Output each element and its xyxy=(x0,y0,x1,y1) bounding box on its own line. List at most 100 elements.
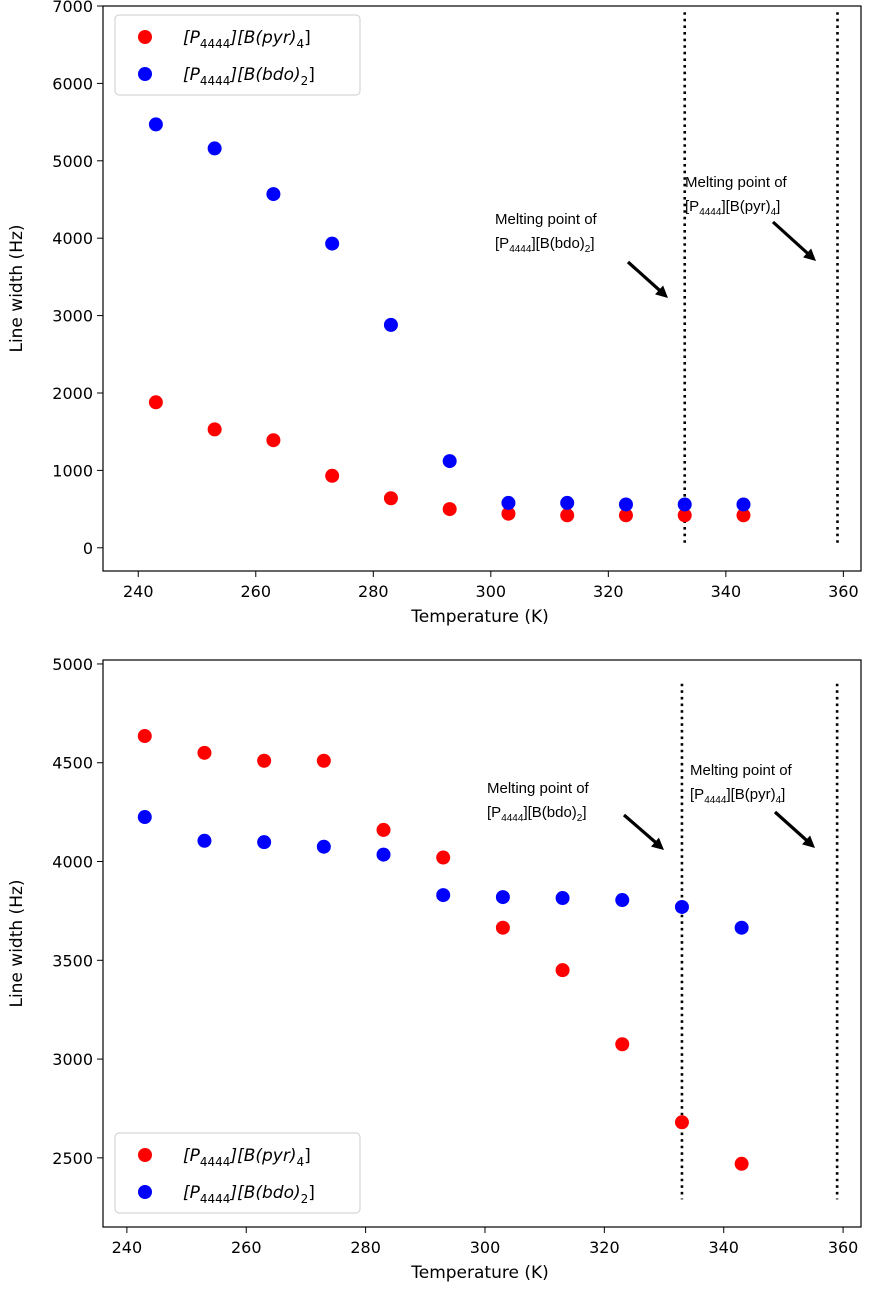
data-point xyxy=(436,888,451,903)
data-point xyxy=(615,893,630,908)
annotation-subscript: 2 xyxy=(585,244,591,255)
legend-text-part: [P xyxy=(183,28,201,48)
annotation-text: ][B(pyr) xyxy=(721,198,770,215)
legend-box xyxy=(114,14,361,96)
data-point xyxy=(137,810,152,825)
data-point xyxy=(501,506,516,521)
legend-subscript: 4444 xyxy=(200,1155,231,1169)
legend-text-part: ] xyxy=(308,65,315,85)
annotation-arrow-head xyxy=(802,835,815,848)
data-point xyxy=(618,497,633,512)
legend-label: [P4444][B(bdo)2] xyxy=(183,1183,315,1206)
data-point xyxy=(383,317,398,332)
annotation-line2: [P4444][B(pyr)4] xyxy=(690,786,785,806)
annotation-subscript: 2 xyxy=(577,813,583,824)
annotation-text: ][B(bdo) xyxy=(523,804,576,821)
annotation-subscript: 4444 xyxy=(699,207,722,218)
x-tick-label: 340 xyxy=(708,1238,739,1257)
annotation-subscript: 4444 xyxy=(509,244,532,255)
annotation-arrow-head xyxy=(655,285,668,298)
legend-marker xyxy=(138,67,152,81)
x-tick-label: 340 xyxy=(711,582,742,601)
legend-subscript: 4 xyxy=(296,1155,304,1169)
x-tick-label: 300 xyxy=(470,1238,501,1257)
legend-text-part: ][B(bdo) xyxy=(229,65,300,85)
annotation-text: ] xyxy=(582,804,586,821)
data-point xyxy=(734,920,749,935)
data-point xyxy=(436,850,451,865)
annotation-2: Melting point of [P4444][B(pyr)4] xyxy=(690,762,815,848)
x-tick-label: 260 xyxy=(231,1238,262,1257)
legend: [P4444][B(pyr)4][P4444][B(bdo)2] xyxy=(114,14,361,96)
y-tick-label: 4000 xyxy=(52,853,93,872)
data-point xyxy=(197,833,212,848)
annotation-subscript: 4444 xyxy=(704,795,727,806)
data-point xyxy=(325,236,340,251)
data-point xyxy=(148,117,163,132)
y-tick-label: 4500 xyxy=(52,754,93,773)
x-tick-label: 360 xyxy=(828,1238,859,1257)
data-point xyxy=(266,433,281,448)
y-tick-label: 3000 xyxy=(52,1050,93,1069)
legend-text-part: ][B(bdo) xyxy=(229,1183,300,1203)
annotation-arrow-shaft xyxy=(622,813,660,846)
data-point xyxy=(677,508,692,523)
annotation-text: ][B(bdo) xyxy=(531,235,584,252)
data-point xyxy=(674,1115,689,1130)
annotation-line1: Melting point of xyxy=(495,211,598,228)
x-axis-label: Temperature (K) xyxy=(410,1263,549,1283)
chart-1: 240 260 280 300 320 340 360 0 1000 2000 3000 4000 50… xyxy=(7,0,862,627)
annotation-text: [P xyxy=(685,198,699,215)
y-tick-label: 2000 xyxy=(52,384,93,403)
series-2 xyxy=(137,810,749,935)
annotation-text: ] xyxy=(590,235,594,252)
legend-marker xyxy=(138,1148,152,1162)
chart-2: 240 260 280 300 320 340 3602500300035004000450… xyxy=(7,655,862,1283)
legend-subscript: 2 xyxy=(301,74,309,88)
x-tick-label: 300 xyxy=(476,582,507,601)
y-axis-label: Line width (Hz) xyxy=(7,224,27,352)
annotation-1: Melting point of [P4444][B(bdo)2] xyxy=(495,211,668,298)
plot-frame xyxy=(102,5,862,572)
series-1 xyxy=(137,729,749,1171)
legend-marker xyxy=(138,1185,152,1199)
annotation-text: [P xyxy=(487,804,501,821)
y-tick-label: 4000 xyxy=(52,229,93,248)
data-point xyxy=(316,753,331,768)
annotation-arrow-shaft xyxy=(626,260,664,294)
y-tick-label: 3000 xyxy=(52,307,93,326)
legend-marker xyxy=(138,30,152,44)
data-point xyxy=(383,491,398,506)
legend-subscript: 4444 xyxy=(200,37,231,51)
annotation-2: Melting point of [P4444][B(pyr)4] xyxy=(685,174,816,261)
x-axis-label: Temperature (K) xyxy=(410,607,549,627)
data-point xyxy=(615,1037,630,1052)
legend-box xyxy=(114,1132,361,1214)
data-point xyxy=(316,839,331,854)
data-point xyxy=(376,822,391,837)
legend-subscript: 4444 xyxy=(200,74,231,88)
data-point xyxy=(560,508,575,523)
y-tick-label: 0 xyxy=(83,539,93,558)
data-point xyxy=(674,899,689,914)
series-2 xyxy=(148,117,751,512)
x-tick-label: 280 xyxy=(358,582,389,601)
legend-text-part: ] xyxy=(304,1146,311,1166)
annotation-arrow-shaft xyxy=(773,810,811,844)
legend-label: [P4444][B(bdo)2] xyxy=(183,65,315,88)
data-point xyxy=(376,847,391,862)
annotation-text: [P xyxy=(690,786,704,803)
x-tick-label: 240 xyxy=(123,582,154,601)
annotation-line2: [P4444][B(bdo)2] xyxy=(487,804,587,824)
legend-subscript: 4 xyxy=(296,37,304,51)
data-point xyxy=(677,497,692,512)
annotation-1: Melting point of [P4444][B(bdo)2] xyxy=(487,780,664,850)
data-point xyxy=(257,753,272,768)
data-point xyxy=(555,891,570,906)
data-point xyxy=(560,495,575,510)
data-point xyxy=(207,422,222,437)
data-point xyxy=(197,745,212,760)
data-point xyxy=(618,508,633,523)
annotation-text: ][B(pyr) xyxy=(726,786,775,803)
data-point xyxy=(442,502,457,517)
